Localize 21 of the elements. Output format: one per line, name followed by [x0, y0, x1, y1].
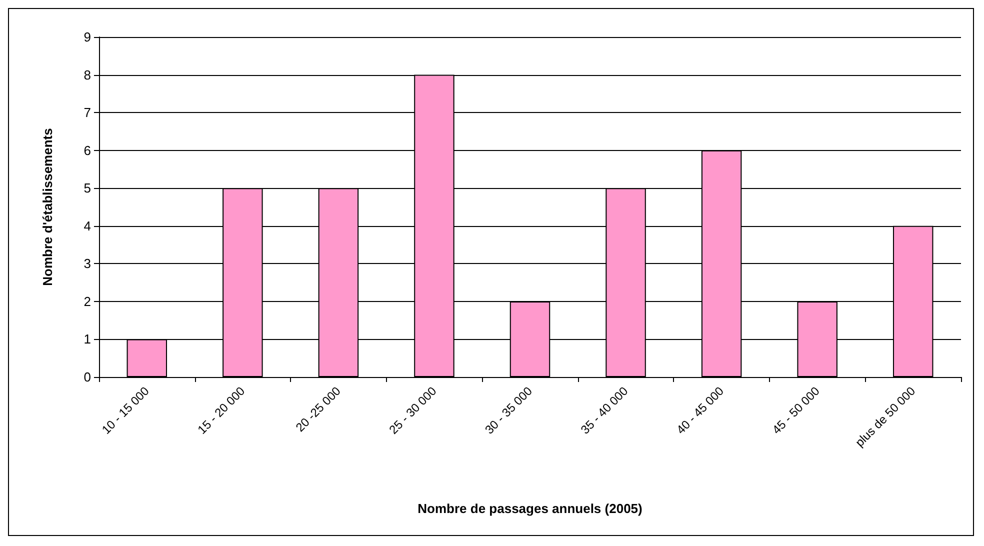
- x-tick-label: 40 - 45 000: [674, 384, 727, 437]
- x-tick-label: 25 - 30 000: [386, 384, 440, 437]
- y-tick-label: 8: [84, 67, 91, 82]
- x-tick-label: 10 - 15 000: [99, 384, 152, 437]
- y-tick-label: 2: [84, 294, 91, 309]
- y-tick-label: 1: [84, 332, 91, 347]
- x-tick-label: 45 - 50 000: [770, 384, 823, 437]
- y-tick-label: 0: [84, 370, 91, 384]
- x-axis-title: Nombre de passages annuels (2005): [418, 501, 642, 516]
- x-tick-label: plus de 50 000: [852, 384, 918, 450]
- x-tick-label: 20 -25 000: [292, 384, 344, 434]
- y-axis-title: Nombre d'établissements: [40, 128, 55, 286]
- y-tick-label: 7: [84, 105, 91, 120]
- y-tick-label: 6: [84, 142, 91, 158]
- x-tick-label: 15 - 20 000: [194, 384, 248, 437]
- x-tick-label: 30 - 35 000: [482, 384, 536, 437]
- y-tick-label: 9: [84, 30, 91, 44]
- y-tick-label: 5: [84, 180, 91, 196]
- x-tick-label: 35 - 40 000: [578, 384, 631, 437]
- y-tick-label: 4: [84, 218, 91, 234]
- y-tick-label: 3: [84, 256, 91, 272]
